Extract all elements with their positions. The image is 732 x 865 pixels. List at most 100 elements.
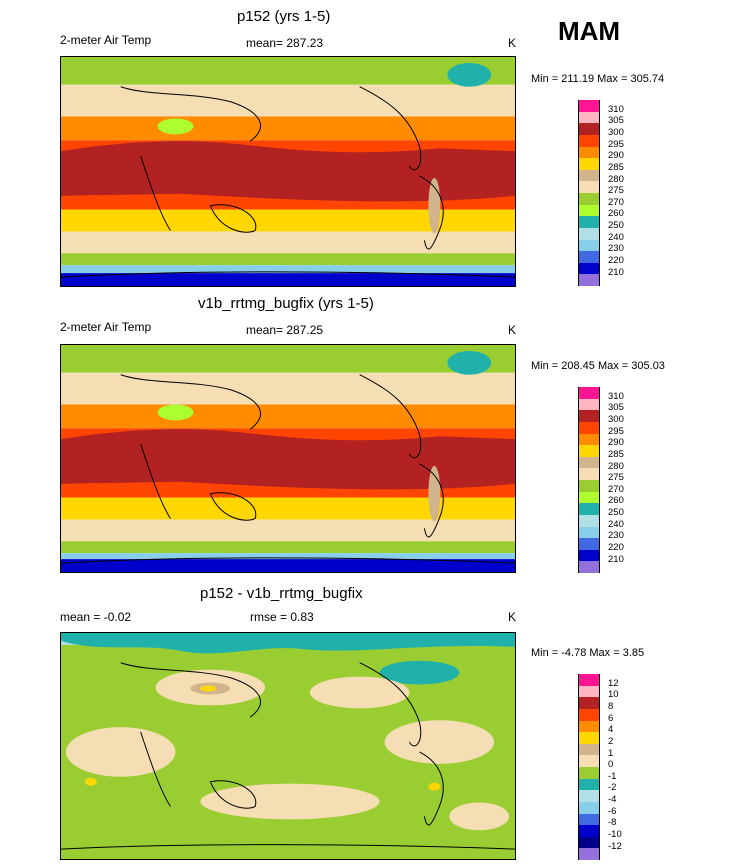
legend-level-label: 280 xyxy=(608,173,624,185)
panel2-units: K xyxy=(508,323,517,337)
legend-color-box xyxy=(578,732,600,744)
legend-color-box xyxy=(578,503,600,515)
legend-color-box xyxy=(578,848,600,860)
warm-pool xyxy=(61,429,515,490)
legend-level-label: 285 xyxy=(608,161,624,173)
panel2-legend: 310 305 300 295 290 285 280 275 270 260 250 240 230 2… xyxy=(578,387,648,573)
legend-level-label: 10 xyxy=(608,689,619,701)
legend-level-label: 210 xyxy=(608,553,624,565)
cold-patch-atlantic xyxy=(379,660,460,685)
legend-level-label: 240 xyxy=(608,231,624,243)
band-south-sub xyxy=(61,497,515,520)
panel1-legend: 310 305 300 295 290 285 280 275 270 260 250 240 230 2… xyxy=(578,100,648,286)
legend-color-box xyxy=(578,274,600,286)
legend-level-label: 295 xyxy=(608,425,624,437)
band-north-sub xyxy=(61,116,515,141)
legend-color-box xyxy=(578,410,600,422)
panel2-title: v1b_rrtmg_bugfix (yrs 1-5) xyxy=(198,295,374,312)
panel1-units: K xyxy=(508,36,517,50)
legend-level-label: 290 xyxy=(608,150,624,162)
band-south-mid xyxy=(61,231,515,254)
legend-level-label: -10 xyxy=(608,828,622,840)
band-south-sub xyxy=(61,209,515,232)
warm-spot xyxy=(200,685,217,692)
legend-color-box xyxy=(578,239,600,252)
panel2-minmax: Min = 208.45 Max = 305.03 xyxy=(531,360,665,372)
legend-level-label: 210 xyxy=(608,266,624,278)
band-antarctic-edge xyxy=(61,553,515,560)
legend-color-box xyxy=(578,708,600,721)
legend-color-box xyxy=(578,387,600,399)
warm-pool xyxy=(61,141,515,202)
legend-color-box xyxy=(578,549,600,562)
panel3-map xyxy=(60,632,516,860)
legend-color-box xyxy=(578,123,600,135)
legend-level-label: 280 xyxy=(608,460,624,472)
band-polar-north xyxy=(61,345,515,373)
season-label: MAM xyxy=(558,16,621,46)
band-south-mid xyxy=(61,519,515,542)
panel3-title: p152 - v1b_rrtmg_bugfix xyxy=(200,585,363,602)
legend-color-box xyxy=(578,836,600,849)
legend-color-box xyxy=(578,561,600,573)
legend-color-box xyxy=(578,825,600,837)
legend-color-box xyxy=(578,514,600,527)
legend-color-box xyxy=(578,743,600,756)
legend-level-label: 1 xyxy=(608,747,614,759)
panel3-legend: 12 10 8 6 4 2 1 0 -1 -2 -4 -6 -8 -10 -12 xyxy=(578,674,648,860)
legend-color-box xyxy=(578,445,600,457)
legend-color-box xyxy=(578,134,600,147)
legend-color-box xyxy=(578,526,600,539)
legend-level-label: 300 xyxy=(608,414,624,426)
legend-level-label: 310 xyxy=(608,390,624,402)
panel2-variable: 2-meter Air Temp xyxy=(60,320,152,334)
legend-level-label: -4 xyxy=(608,794,617,806)
legend-color-box xyxy=(578,480,600,492)
legend-level-label: 270 xyxy=(608,483,624,495)
legend-color-box xyxy=(578,111,600,124)
neutral-pacific xyxy=(309,676,410,709)
legend-level-label: 250 xyxy=(608,220,624,232)
andes-cool xyxy=(428,465,441,522)
legend-level-label: 230 xyxy=(608,243,624,255)
legend-level-label: -12 xyxy=(608,840,622,852)
legend-level-label: 305 xyxy=(608,402,624,414)
legend-color-box xyxy=(578,468,600,480)
band-antarctic-edge xyxy=(61,265,515,274)
legend-color-box xyxy=(578,685,600,698)
legend-level-label: 12 xyxy=(608,677,619,689)
andes-cool xyxy=(428,177,441,234)
legend-color-box xyxy=(578,204,600,217)
band-north-mid xyxy=(61,84,515,117)
greenland-cold xyxy=(447,62,492,87)
band-antarctic xyxy=(61,273,515,286)
panel1-minmax: Min = 211.19 Max = 305.74 xyxy=(531,73,665,85)
legend-level-label: -8 xyxy=(608,817,617,829)
greenland-cold xyxy=(447,350,492,375)
warm-africa xyxy=(84,777,97,786)
legend-color-box xyxy=(578,790,600,802)
panel1-title: p152 (yrs 1-5) xyxy=(237,8,331,25)
band-south-high xyxy=(61,253,515,266)
legend-color-box xyxy=(578,216,600,228)
panel1-mean: mean= 287.23 xyxy=(246,36,324,50)
legend-level-label: 230 xyxy=(608,530,624,542)
panel3-rmse: rmse = 0.83 xyxy=(250,610,314,624)
neutral-tropics-west xyxy=(65,727,176,777)
legend-color-box xyxy=(578,755,600,767)
continent-outlines xyxy=(61,662,515,850)
band-antarctic xyxy=(61,559,515,572)
legend-level-label: -2 xyxy=(608,782,617,794)
legend-color-box xyxy=(578,813,600,826)
legend-color-box xyxy=(578,193,600,205)
band-north-sub xyxy=(61,404,515,429)
legend-color-box xyxy=(578,674,600,686)
legend-level-label: 310 xyxy=(608,103,624,115)
panel3-mean: mean = -0.02 xyxy=(60,610,132,624)
legend-color-box xyxy=(578,767,600,779)
legend-level-label: -1 xyxy=(608,770,617,782)
legend-level-label: 300 xyxy=(608,127,624,139)
legend-level-label: 2 xyxy=(608,735,614,747)
neutral-southeast xyxy=(449,802,510,831)
legend-color-box xyxy=(578,720,600,733)
